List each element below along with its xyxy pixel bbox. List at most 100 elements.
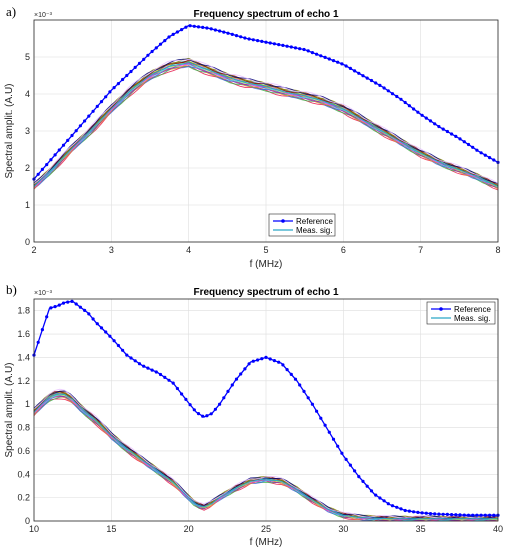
panel-a-x-tick-label: 4 (186, 245, 191, 255)
panel-a-reference-marker (424, 116, 428, 120)
panel-a-reference-marker (433, 122, 437, 126)
panel-b-reference-marker (247, 362, 251, 366)
panel-b-y-tick-label: 0.2 (17, 493, 30, 503)
panel-a-reference-marker (222, 30, 226, 34)
panel-a-reference-marker (87, 114, 91, 118)
panel-b-reference-marker (171, 381, 175, 385)
panel-b-reference-marker (407, 509, 411, 513)
panel-b-reference-marker (483, 513, 487, 517)
panel-a-reference-marker (492, 158, 496, 162)
panel-a-reference-marker (74, 129, 78, 133)
panel-a-reference-marker (302, 47, 306, 52)
panel-b-reference-marker (441, 512, 445, 516)
panel-a-legend-reference-marker (281, 219, 285, 223)
panel-b-y-tick-label: 1 (25, 399, 30, 409)
panel-b-reference-marker (458, 513, 462, 517)
panel-a-reference-marker (399, 97, 403, 101)
panel-a-reference-marker (272, 42, 276, 46)
panel-b-reference-marker (306, 396, 310, 400)
panel-b-reference-marker (437, 512, 441, 516)
panel-a-reference-marker (66, 138, 70, 142)
panel-a-reference-marker (441, 127, 445, 131)
panel-b-reference-marker (158, 372, 163, 377)
panel-a-legend-meas-label: Meas. sig. (296, 226, 332, 235)
panel-a-reference-marker (129, 69, 133, 74)
panel-b-reference-marker (450, 513, 454, 517)
panel-a-x-tick-label: 5 (263, 245, 268, 255)
panel-a-meas-sig-curve (33, 58, 499, 185)
panel-b-reference-marker (386, 502, 390, 506)
panel-a-reference-marker (445, 129, 449, 134)
panel-b-y-tick-label: 1.4 (17, 352, 30, 362)
panel-b-reference-marker (492, 513, 496, 517)
panel-a-reference-marker (125, 73, 129, 78)
panel-b-reference-marker (196, 412, 201, 416)
panel-a-xlabel: f (MHz) (250, 259, 283, 270)
panel-b-reference-marker (399, 507, 403, 511)
panel-a-reference-marker (466, 142, 471, 147)
panel-a-y-tick-label: 1 (25, 200, 30, 210)
panel-a-label: a) (6, 4, 16, 19)
panel-a-reference-marker (243, 36, 247, 40)
panel-b-axes-box (33, 298, 499, 522)
panel-b-reference-marker (340, 451, 344, 455)
panel-b-reference-marker (382, 499, 386, 503)
panel-b-reference-marker (91, 317, 95, 321)
panel-b-x-tick-label: 30 (338, 524, 348, 534)
panel-a-reference-marker (137, 61, 142, 65)
panel-a-reference-marker (390, 92, 395, 96)
panel-b-x-tick-label: 15 (106, 524, 116, 534)
panel-a-reference-marker (188, 24, 192, 28)
panel-b-reference-marker (175, 386, 179, 391)
panel-b-reference-marker (209, 412, 213, 416)
panel-b-reference-marker (475, 513, 479, 517)
panel-a-y-tick-label: 3 (25, 126, 30, 136)
panel-a-reference-marker (483, 153, 487, 157)
panel-a-reference-marker (36, 172, 40, 176)
panel-b-reference-marker (416, 510, 420, 514)
panel-a-reference-marker (175, 30, 179, 34)
panel-a-reference-marker (323, 55, 327, 60)
panel-b-plot: 10 15 20 25 30 35 40 0 0.2 0.4 0.6 0.8 1 1.2 1.4 1.6 1.8 (17, 299, 503, 534)
panel-a-reference-marker (488, 156, 492, 160)
panel-a-axes-box (33, 19, 499, 243)
panel-b-ylabel: Spectral amplit. (A.U) (4, 362, 15, 457)
panel-a-reference-marker (382, 86, 386, 90)
panel-b-reference-marker (45, 315, 49, 319)
panel-b-reference-marker (272, 359, 276, 363)
panel-a-x-tick-label: 7 (418, 245, 423, 255)
panel-b-xlabel: f (MHz) (250, 537, 283, 548)
panel-b-reference-marker (188, 403, 192, 407)
panel-b-reference-marker (348, 463, 352, 467)
panel-b-legend-meas-label: Meas. sig. (454, 314, 490, 323)
panel-b-meas-sig-line (33, 393, 498, 520)
panel-b-reference-marker (331, 437, 336, 441)
panel-b-reference-marker (184, 397, 188, 401)
panel-a-reference-marker (412, 107, 416, 111)
panel-a-reference-marker (407, 104, 411, 108)
panel-a-reference-marker (268, 41, 272, 45)
panel-b-reference-marker (374, 493, 378, 497)
panel-b-reference-marker (83, 308, 87, 312)
panel-a-reference-marker (201, 25, 205, 29)
panel-a-reference-marker (450, 132, 454, 136)
panel-b-reference-marker (150, 368, 154, 372)
panel-a-reference-marker (234, 34, 239, 38)
panel-a-reference-marker (361, 74, 365, 78)
panel-b-y-tick-label: 0.6 (17, 446, 30, 456)
panel-a-meas-sig-curve (33, 58, 499, 184)
panel-b-reference-marker (319, 416, 323, 420)
panel-a-reference-marker (353, 69, 357, 73)
panel-b-reference-marker (53, 305, 57, 309)
panel-b-reference-marker (298, 383, 302, 387)
panel-b-reference-marker (99, 326, 104, 330)
panel-b-reference-marker (433, 512, 437, 516)
panel-b-reference-marker (327, 430, 331, 434)
panel-a-reference-marker (171, 32, 175, 37)
panel-a-y-tick-label: 2 (25, 163, 30, 173)
panel-b-reference-marker (424, 511, 428, 515)
panel-b-reference-marker (243, 367, 247, 371)
panel-a-exponent: ×10⁻³ (34, 12, 53, 19)
panel-b-reference-marker (357, 475, 361, 479)
